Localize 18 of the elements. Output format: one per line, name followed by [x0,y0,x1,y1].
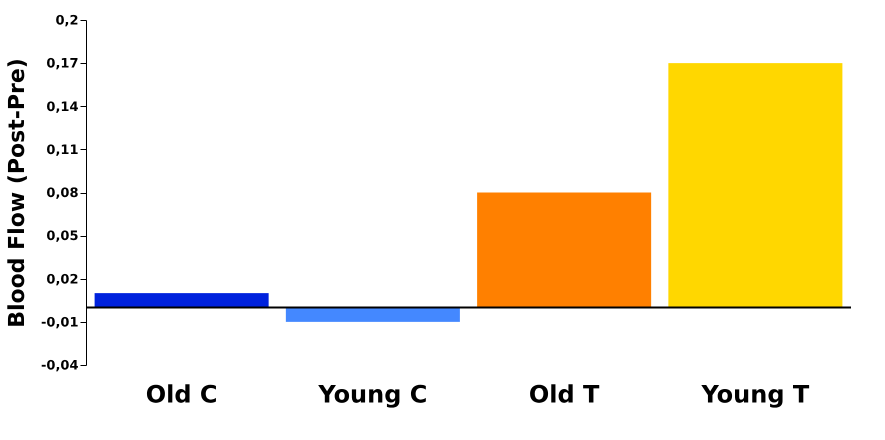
y-tick-label: 0,05 [46,229,78,244]
bar [477,192,652,308]
x-tick-label: Young T [700,380,810,408]
y-tick-label: 0,14 [46,100,78,115]
bar [286,308,460,322]
y-tick-label: 0,02 [46,272,78,288]
x-tick-label: Old C [146,380,218,408]
y-tick-label: -0,01 [41,315,78,330]
y-tick-label: 0,17 [46,56,78,72]
x-tick-label: Old T [528,380,600,408]
y-axis-title: Blood Flow (Post-Pre) [5,58,30,328]
y-tick-label: 0,11 [46,142,78,158]
y-tick-label: -0,04 [41,358,78,374]
bar [668,63,842,308]
bar [94,293,269,308]
x-tick-label: Young C [317,380,428,408]
y-tick-label: 0,2 [55,14,78,28]
y-tick-label: 0,08 [46,186,78,201]
